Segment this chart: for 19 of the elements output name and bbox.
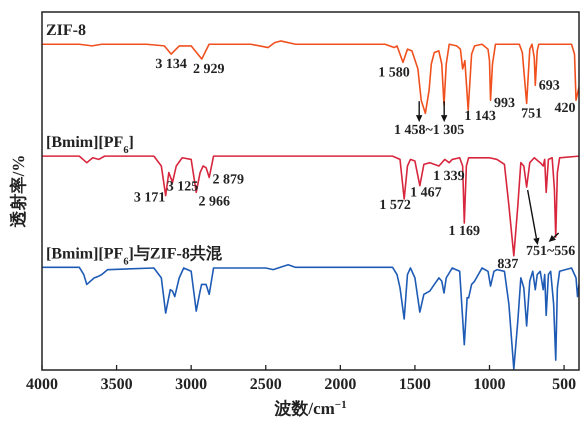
annotation: 1 143 [464,108,496,124]
annotation: 1 572 [379,197,411,212]
ylabel: 透射率/% [9,154,28,228]
annotation: 1 580 [378,64,410,80]
annotation: 2 879 [212,172,244,187]
annotation: 1 458~1 305 [394,122,464,138]
annotation: 3 134 [155,56,187,72]
annotation: 1 169 [448,223,480,238]
annotation: 2 966 [198,194,230,209]
xlabel: 波数/cm$^{−1}$ [274,399,347,418]
annotation: 2 929 [193,62,224,77]
annotation: 693 [538,78,560,93]
annotation: 751~556 [526,244,576,259]
annotation: 751 [521,106,542,121]
annotation: 1 467 [410,185,442,200]
annotation: 420 [554,100,576,116]
annotation: 837 [497,256,518,272]
annotation: 993 [494,96,516,111]
annotation: 3 171 [134,190,166,206]
